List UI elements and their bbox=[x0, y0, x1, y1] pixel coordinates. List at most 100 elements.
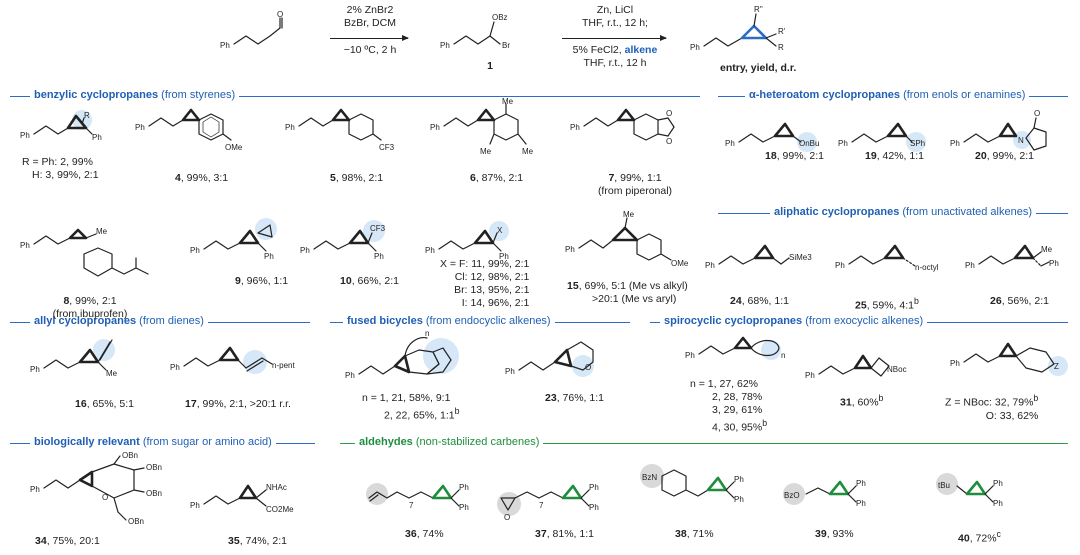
svg-text:Ph: Ph bbox=[1049, 259, 1059, 268]
svg-text:Me: Me bbox=[96, 227, 108, 236]
svg-text:Ph: Ph bbox=[856, 479, 866, 488]
label-39: 39, 93% bbox=[815, 528, 854, 540]
structure-18: Ph OnBu bbox=[725, 122, 819, 152]
step1-time: −10 ºC, 2 h bbox=[343, 44, 397, 56]
structure-23: Ph O bbox=[505, 341, 594, 377]
step2-conditions-bottom: 5% FeCl2, alkene THF, r.t., 12 h bbox=[572, 44, 658, 69]
svg-text:Ph: Ph bbox=[565, 245, 575, 254]
svg-text:R'': R'' bbox=[754, 5, 763, 14]
step1-arrow bbox=[330, 35, 409, 41]
label-37: 37, 81%, 1:1 bbox=[535, 528, 594, 540]
svg-text:R': R' bbox=[778, 27, 786, 36]
label-23: 23, 76%, 1:1 bbox=[545, 392, 604, 404]
structure-15: Ph Me OMe bbox=[565, 210, 689, 268]
structure-21-22: Ph n bbox=[345, 329, 459, 380]
structure-2-3: Ph R Ph bbox=[20, 110, 102, 142]
product-label: entry, yield, d.r. bbox=[720, 62, 797, 74]
ph-label: Ph bbox=[220, 41, 230, 50]
svg-text:Ph: Ph bbox=[690, 43, 700, 52]
step1-conditions: 2% ZnBr2 BzBr, DCM bbox=[344, 4, 396, 29]
svg-text:Ph: Ph bbox=[685, 351, 695, 360]
svg-text:R: R bbox=[84, 111, 90, 120]
svg-text:R: R bbox=[778, 43, 784, 52]
svg-text:Ph: Ph bbox=[734, 475, 744, 484]
step2-conditions-top: Zn, LiCl THF, r.t., 12 h; bbox=[582, 4, 648, 29]
structure-5: Ph CF3 bbox=[285, 108, 395, 152]
label-15: 15, 69%, 5:1 (Me vs alkyl) >20:1 (Me vs … bbox=[567, 280, 688, 305]
structure-26: Ph Me Ph bbox=[965, 244, 1059, 270]
svg-text:O: O bbox=[666, 137, 672, 146]
allyl-header: allyl cyclopropanes (from dienes) bbox=[30, 315, 208, 328]
svg-text:Ph: Ph bbox=[92, 133, 102, 142]
svg-text:Ph: Ph bbox=[170, 363, 180, 372]
svg-text:BzN: BzN bbox=[642, 473, 657, 482]
label-6: 6, 87%, 2:1 bbox=[470, 172, 524, 184]
svg-text:NHAc: NHAc bbox=[266, 483, 287, 492]
benzylic-rule bbox=[10, 96, 700, 98]
svg-text:Ph: Ph bbox=[430, 123, 440, 132]
svg-text:Br: Br bbox=[502, 41, 510, 50]
svg-text:Me: Me bbox=[522, 147, 534, 156]
svg-text:Ph: Ph bbox=[805, 371, 815, 380]
svg-text:CF3: CF3 bbox=[379, 143, 395, 152]
label-40: 40, 72%c bbox=[958, 529, 1001, 545]
structure-36: 7 Ph Ph bbox=[366, 483, 469, 512]
aldehyde-structure: Ph O bbox=[220, 10, 283, 50]
spiro-header: spirocyclic cyclopropanes (from exocycli… bbox=[660, 315, 928, 328]
svg-text:CF3: CF3 bbox=[370, 224, 386, 233]
structure-20: Ph N O bbox=[950, 109, 1047, 151]
svg-text:Ph: Ph bbox=[734, 495, 744, 504]
aldehyde-o-label: O bbox=[277, 10, 283, 19]
structure-34: Ph O OBn OBn OBn OBn bbox=[30, 451, 162, 526]
aldehydes-rule bbox=[340, 443, 1068, 445]
svg-text:Ph: Ph bbox=[705, 261, 715, 270]
label-26: 26, 56%, 2:1 bbox=[990, 295, 1049, 307]
structure-17: Ph n-pent bbox=[170, 346, 295, 374]
svg-text:Ph: Ph bbox=[345, 371, 355, 380]
label-11-14: X = F: 11, 99%, 2:1 Cl: 12, 98%, 2:1 Br:… bbox=[440, 258, 530, 309]
label-18: 18, 99%, 2:1 bbox=[765, 150, 824, 162]
intermediate-label: 1 bbox=[487, 60, 493, 72]
svg-text:Ph: Ph bbox=[856, 499, 866, 508]
svg-text:Ph: Ph bbox=[835, 261, 845, 270]
svg-text:7: 7 bbox=[539, 501, 544, 510]
svg-text:Ph: Ph bbox=[505, 367, 515, 376]
svg-text:Ph: Ph bbox=[20, 131, 30, 140]
svg-text:Ph: Ph bbox=[30, 485, 40, 494]
svg-text:Ph: Ph bbox=[190, 246, 200, 255]
svg-text:Ph: Ph bbox=[285, 123, 295, 132]
svg-text:OBn: OBn bbox=[146, 489, 162, 498]
label-21-22: n = 1, 21, 58%, 9:1 2, 22, 65%, 1:1b bbox=[362, 392, 460, 422]
step2-arrow bbox=[562, 35, 667, 41]
label-8: 8, 99%, 2:1 (from ibuprofen) bbox=[52, 295, 128, 320]
svg-text:CO2Me: CO2Me bbox=[266, 505, 294, 514]
label-5: 5, 98%, 2:1 bbox=[330, 172, 384, 184]
alkene-label: alkene bbox=[624, 44, 658, 56]
svg-text:Me: Me bbox=[480, 147, 492, 156]
structure-9: Ph Ph bbox=[190, 218, 277, 261]
label-25: 25, 59%, 4:1b bbox=[855, 296, 919, 312]
svg-text:n-octyl: n-octyl bbox=[915, 263, 939, 272]
svg-text:OMe: OMe bbox=[225, 143, 243, 152]
svg-text:NBoc: NBoc bbox=[887, 365, 907, 374]
bz-bromide-intermediate: Ph OBz Br bbox=[440, 13, 510, 50]
svg-text:Ph: Ph bbox=[589, 483, 599, 492]
svg-text:n: n bbox=[781, 351, 785, 360]
structure-7: Ph O O bbox=[570, 108, 675, 146]
aliphatic-header: aliphatic cyclopropanes (from unactivate… bbox=[770, 206, 1036, 219]
structure-38: BzN Ph Ph bbox=[640, 464, 744, 504]
svg-text:OnBu: OnBu bbox=[799, 139, 819, 148]
label-32-33: Z = NBoc: 32, 79%b O: 33, 62% bbox=[945, 393, 1039, 422]
heteroatom-header: α-heteroatom cyclopropanes (from enols o… bbox=[745, 89, 1030, 102]
svg-text:O: O bbox=[585, 363, 591, 372]
svg-text:Ph: Ph bbox=[570, 123, 580, 132]
svg-text:Ph: Ph bbox=[965, 261, 975, 270]
svg-text:Z: Z bbox=[1054, 362, 1059, 371]
svg-text:SiMe3: SiMe3 bbox=[789, 253, 812, 262]
svg-text:Ph: Ph bbox=[459, 503, 469, 512]
svg-text:Me: Me bbox=[1041, 245, 1053, 254]
structure-24: Ph SiMe3 bbox=[705, 244, 812, 270]
structure-6: Ph Me Me Me bbox=[430, 97, 534, 156]
svg-text:Ph: Ph bbox=[499, 252, 509, 261]
label-36: 36, 74% bbox=[405, 528, 444, 540]
